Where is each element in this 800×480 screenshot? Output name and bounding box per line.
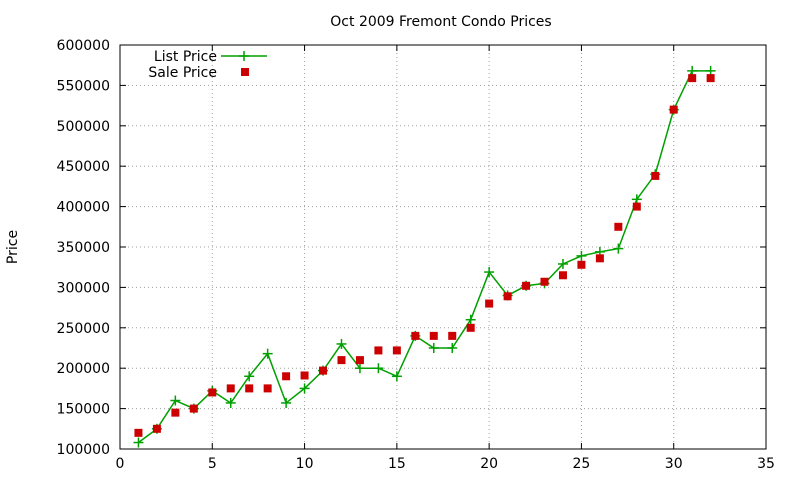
- list-price-point: [336, 338, 347, 349]
- list-price-point: [244, 371, 255, 382]
- sale-price-point: [429, 331, 438, 340]
- y-tick-label: 300000: [57, 280, 110, 296]
- sale-price-point: [688, 74, 697, 83]
- list-price-point: [447, 343, 458, 353]
- list-price-point: [373, 363, 384, 374]
- sale-price-point: [503, 292, 512, 301]
- sale-price-point: [411, 331, 420, 340]
- x-axis: 0 5 10 15 20 25 30 35: [116, 45, 775, 472]
- x-tick-label: 0: [116, 456, 125, 472]
- sale-price-point: [226, 384, 235, 393]
- sale-price-point: [466, 323, 475, 332]
- legend-list-price-label: List Price: [154, 49, 217, 65]
- list-price-point: [133, 437, 144, 448]
- sale-price-point: [152, 424, 161, 433]
- x-tick-label: 25: [573, 456, 591, 472]
- list-price-point: [465, 314, 476, 325]
- sale-price-point: [374, 346, 383, 355]
- sale-price-point: [245, 384, 254, 393]
- sale-price-point: [208, 388, 217, 397]
- y-tick-label: 150000: [57, 402, 110, 418]
- x-tick-label: 20: [480, 456, 498, 472]
- y-tick-label: 600000: [57, 38, 110, 54]
- list-price-point: [354, 363, 365, 374]
- y-tick-label: 350000: [57, 240, 110, 256]
- list-price-point: [557, 258, 568, 269]
- list-price-point: [484, 267, 495, 278]
- y-tick-label: 250000: [57, 321, 110, 337]
- x-tick-label: 30: [665, 456, 683, 472]
- list-price-point: [391, 371, 402, 382]
- sale-price-point: [522, 281, 531, 290]
- list-price-point: [576, 250, 587, 261]
- x-tick-label: 5: [208, 456, 217, 472]
- sale-price-point: [577, 260, 586, 269]
- sale-price-point: [189, 404, 198, 413]
- legend-sale-price-marker: [241, 68, 249, 76]
- grid: [120, 45, 766, 449]
- y-tick-label: 200000: [57, 361, 110, 377]
- sale-price-point: [355, 356, 364, 365]
- list-price-point: [299, 383, 310, 394]
- sale-price-point: [134, 428, 143, 437]
- sale-price-point: [392, 346, 401, 355]
- x-tick-label: 10: [296, 456, 314, 472]
- list-price-point: [613, 243, 624, 254]
- legend-list-price-marker: [239, 51, 249, 61]
- list-price-point: [225, 397, 236, 408]
- list-price-point: [262, 348, 273, 359]
- sale-price-point: [282, 372, 291, 381]
- sale-price-point: [300, 371, 309, 380]
- y-tick-label: 500000: [57, 119, 110, 135]
- chart-title: Oct 2009 Fremont Condo Prices: [330, 14, 551, 30]
- y-axis-label: Price: [5, 230, 21, 264]
- sale-price-point: [540, 277, 549, 286]
- sale-price-point: [485, 299, 494, 308]
- list-price-line: [138, 70, 711, 444]
- sale-price-point: [171, 408, 180, 417]
- sale-price-point: [448, 331, 457, 340]
- list-price-point: [428, 343, 439, 353]
- y-tick-label: 550000: [57, 78, 110, 94]
- list-price-point: [281, 397, 292, 408]
- sale-price-point: [319, 366, 328, 375]
- sale-price-point: [669, 105, 678, 114]
- x-tick-label: 35: [757, 456, 775, 472]
- x-tick-label: 15: [388, 456, 406, 472]
- legend-sale-price-label: Sale Price: [148, 65, 217, 81]
- sale-price-point: [651, 171, 660, 180]
- list-price-point: [170, 395, 181, 406]
- series: [133, 65, 716, 448]
- y-axis: 100000 150000 200000 250000 300000 350000 4000…: [57, 38, 766, 458]
- y-tick-label: 100000: [57, 442, 110, 458]
- y-tick-label: 450000: [57, 159, 110, 175]
- sale-price-point: [337, 356, 346, 365]
- sale-price-point: [558, 271, 567, 280]
- sale-price-point: [632, 202, 641, 211]
- sale-price-point: [706, 74, 715, 83]
- sale-price-point: [595, 254, 604, 263]
- sale-price-point: [263, 384, 272, 393]
- y-tick-label: 400000: [57, 200, 110, 216]
- sale-price-point: [614, 222, 623, 231]
